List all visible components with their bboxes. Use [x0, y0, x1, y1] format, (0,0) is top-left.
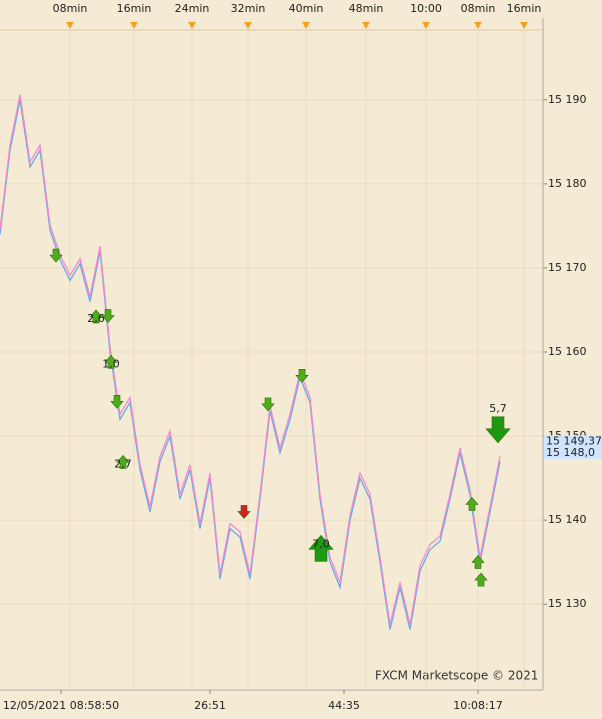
- signal-label: 7,0: [312, 537, 330, 550]
- signal-arrow: [308, 534, 334, 562]
- signal-arrow: [485, 416, 511, 444]
- watermark: FXCM Marketscope © 2021: [375, 669, 538, 683]
- top-tick-marker: [302, 22, 310, 29]
- signal-arrow: [474, 572, 488, 587]
- signal-label: 5,7: [489, 402, 507, 415]
- price-marker: [544, 435, 602, 448]
- top-tick-label: 08min: [53, 2, 88, 15]
- price-marker-label: 15 148,0: [546, 446, 595, 459]
- top-tick-marker: [520, 22, 528, 29]
- signal-label: 2,7: [114, 457, 132, 470]
- top-tick-marker: [474, 22, 482, 29]
- top-tick-marker: [188, 22, 196, 29]
- top-tick-label: 08min: [461, 2, 496, 15]
- signal-arrow: [49, 248, 63, 263]
- y-tick-label: 15 130: [548, 597, 587, 610]
- top-tick-marker: [422, 22, 430, 29]
- signal-arrow: [89, 309, 103, 324]
- top-tick-label: 24min: [175, 2, 210, 15]
- top-tick-marker: [66, 22, 74, 29]
- x-tick-label: 44:35: [328, 699, 360, 712]
- top-tick-marker: [362, 22, 370, 29]
- price-marker-label: 15 149,37: [546, 434, 602, 447]
- signal-arrow: [237, 505, 251, 519]
- top-tick-label: 40min: [289, 2, 324, 15]
- signal-arrow: [295, 368, 309, 383]
- signal-arrow: [104, 354, 118, 369]
- x-tick-label: 12/05/2021 08:58:50: [3, 699, 119, 712]
- signal-label: 1,0: [102, 357, 120, 370]
- y-tick-label: 15 140: [548, 513, 587, 526]
- signal-arrow: [116, 454, 130, 469]
- signal-arrow: [261, 397, 275, 412]
- x-tick-label: 10:08:17: [453, 699, 502, 712]
- top-tick-label: 16min: [507, 2, 542, 15]
- signal-arrow: [101, 309, 115, 324]
- y-tick-label: 15 180: [548, 177, 587, 190]
- top-tick-marker: [130, 22, 138, 29]
- y-tick-label: 15 190: [548, 93, 587, 106]
- x-tick-label: 26:51: [194, 699, 226, 712]
- top-tick-label: 48min: [349, 2, 384, 15]
- signal-arrow: [471, 555, 485, 569]
- top-tick-marker: [244, 22, 252, 29]
- price-line: [0, 94, 501, 625]
- top-tick-label: 10:00: [410, 2, 442, 15]
- signal-label: 2,6: [87, 312, 105, 325]
- y-tick-label: 15 160: [548, 345, 587, 358]
- price-line: [0, 99, 501, 630]
- top-tick-label: 16min: [117, 2, 152, 15]
- top-tick-label: 32min: [231, 2, 266, 15]
- y-tick-label: 15 170: [548, 261, 587, 274]
- price-marker: [544, 446, 602, 459]
- signal-arrow: [110, 395, 124, 409]
- signal-arrow: [465, 497, 479, 511]
